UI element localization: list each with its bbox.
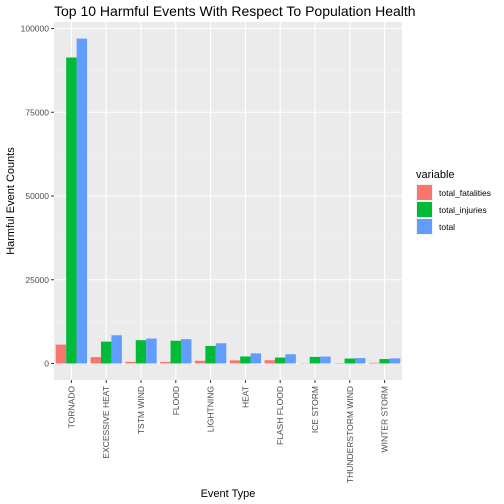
bar-total-injuries — [240, 356, 251, 364]
bar-total-fatalities — [90, 357, 101, 364]
legend-swatch — [417, 219, 432, 234]
legend-label: total_injuries — [439, 205, 487, 215]
bars — [55, 38, 401, 364]
bar-total — [250, 353, 262, 364]
bar-total-injuries — [100, 341, 112, 364]
bar-total — [355, 358, 366, 364]
chart-title: Top 10 Harmful Events With Respect To Po… — [54, 3, 416, 19]
bar-total-fatalities — [160, 361, 171, 364]
legend-title: variable — [416, 169, 455, 181]
bar-total-injuries — [135, 340, 147, 364]
x-tick-label: WINTER STORM — [380, 386, 390, 452]
bar-total-injuries — [205, 345, 216, 364]
legend-swatch — [417, 185, 432, 200]
legend-label: total_fatalities — [439, 188, 491, 198]
legend-swatch — [417, 202, 432, 217]
x-axis: TORNADO EXCESSIVE HEAT TSTM WIND FLOOD LIGHT… — [66, 380, 390, 483]
legend-label: total — [439, 222, 455, 232]
legend: variable total_fatalitiestotal_injuriest… — [416, 169, 491, 235]
x-tick-label: HEAT — [240, 386, 250, 408]
bar-total-fatalities — [264, 360, 275, 364]
x-tick-label: EXCESSIVE HEAT — [101, 386, 111, 459]
x-tick-label: LIGHTNING — [206, 386, 216, 432]
bar-total-injuries — [274, 357, 286, 364]
bar-total — [215, 343, 227, 364]
y-tick-label: 0 — [44, 359, 49, 369]
y-tick-label: 100000 — [21, 24, 50, 34]
y-tick-label: 25000 — [25, 275, 49, 285]
x-tick-label: ICE STORM — [310, 386, 320, 433]
bar-total-injuries — [379, 359, 390, 364]
bar-total-fatalities — [55, 344, 67, 364]
y-axis-label: Harmful Event Counts — [5, 147, 17, 255]
y-tick-label: 75000 — [25, 107, 49, 117]
bar-total — [181, 339, 192, 364]
plot-panel — [54, 22, 402, 380]
x-tick-label: THUNDERSTORM WIND — [345, 386, 355, 483]
bar-total — [320, 356, 331, 364]
x-tick-label: TSTM WIND — [136, 386, 146, 434]
bar-total — [285, 354, 296, 364]
y-tick-label: 50000 — [25, 191, 49, 201]
bar-total — [111, 335, 122, 364]
y-axis: 0 25000 50000 75000 100000 — [21, 24, 54, 369]
x-tick-label: TORNADO — [66, 386, 76, 429]
bar-total-injuries — [66, 57, 77, 364]
bar-total-fatalities — [125, 361, 136, 364]
bar-total-fatalities — [194, 360, 206, 364]
bar-total — [76, 38, 88, 364]
x-tick-label: FLOOD — [171, 386, 181, 415]
bar-total-injuries — [309, 356, 321, 364]
bar-total-injuries — [344, 358, 356, 364]
x-axis-label: Event Type — [201, 488, 256, 500]
bar-total-injuries — [170, 340, 182, 364]
bar-total-fatalities — [229, 360, 241, 364]
bar-total — [146, 338, 157, 364]
bar-total — [389, 358, 401, 364]
x-tick-label: FLASH FLOOD — [275, 386, 285, 445]
bar-total-fatalities — [368, 362, 380, 364]
